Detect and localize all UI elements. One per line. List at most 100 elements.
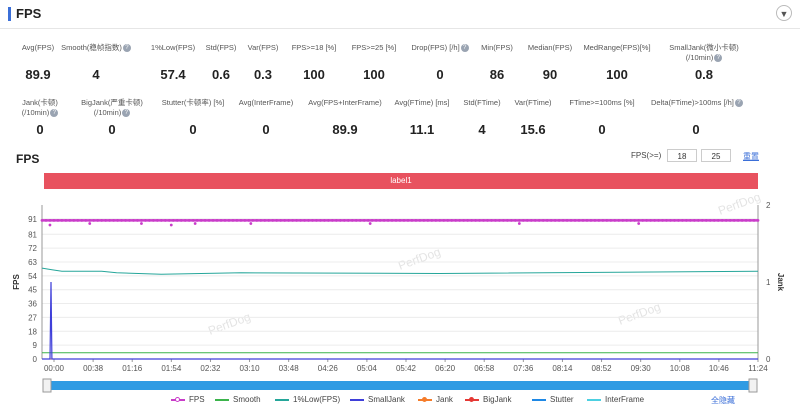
stat-label: Min(FPS)	[481, 43, 513, 52]
row2-stat-2: Stutter(卡顿率) [%] 0	[148, 98, 238, 137]
fps-point	[681, 219, 684, 222]
fps-point	[410, 219, 414, 222]
legend-item-interframe[interactable]: InterFrame	[587, 395, 644, 404]
help-icon[interactable]: ?	[50, 109, 59, 118]
stat-value: 0	[108, 122, 116, 137]
legend-item-stutter[interactable]: Stutter	[532, 395, 574, 404]
fps-point	[506, 219, 509, 222]
fps-point	[728, 219, 732, 222]
legend-item-1-low-fps-[interactable]: 1%Low(FPS)	[275, 395, 340, 404]
legend-swatch	[587, 398, 601, 401]
stat-value: 89.9	[25, 67, 51, 82]
fps-point	[704, 219, 708, 222]
legend-item-fps[interactable]: FPS	[171, 395, 205, 404]
legend-swatch	[532, 398, 546, 401]
fps-point	[334, 219, 338, 222]
stat-label: Avg(FPS)	[21, 43, 55, 52]
row2-stat-0: Jank(卡顿) (/10min)? 0	[0, 98, 85, 137]
stat-label: Avg(FTime) [ms]	[394, 98, 450, 107]
y2-tick-label: 1	[766, 278, 771, 287]
stat-label: FTime>=100ms [%]	[569, 98, 635, 107]
fps-point	[132, 219, 135, 222]
zoom-slider-right-handle[interactable]	[748, 378, 758, 393]
fps-point	[303, 219, 306, 222]
help-icon[interactable]: ?	[734, 99, 743, 108]
row2-stat-6: Std(FTime) 4	[437, 98, 527, 137]
fps-point	[84, 219, 88, 222]
fps-dip-point	[249, 222, 253, 225]
header-divider	[0, 28, 800, 29]
legend-item-jank[interactable]: Jank	[418, 395, 453, 404]
fps-point	[537, 219, 541, 222]
help-icon[interactable]: ?	[122, 44, 131, 53]
fps-point	[219, 219, 223, 222]
reset-link[interactable]: 重置	[743, 152, 759, 161]
row1-stat-10: MedRange(FPS)[%] 100	[572, 43, 662, 82]
y-tick-label: 18	[28, 327, 37, 336]
legend-swatch	[215, 398, 229, 401]
stat-label: FPS>=25 [%]	[351, 43, 397, 52]
fps-point	[48, 219, 52, 222]
legend-item-smooth[interactable]: Smooth	[215, 395, 261, 404]
stat-label: Avg(FPS+InterFrame)	[308, 98, 382, 107]
fps-point	[653, 219, 656, 222]
stat-label: Var(FPS)	[247, 43, 279, 52]
legend-label: 1%Low(FPS)	[293, 395, 341, 404]
row1-stat-0: Avg(FPS) 89.9	[0, 43, 83, 82]
y-tick-label: 0	[33, 355, 38, 364]
help-icon[interactable]: ?	[460, 44, 469, 53]
legend-label: FPS	[189, 395, 205, 404]
legend-label: Jank	[436, 395, 453, 404]
fps-point	[748, 219, 752, 222]
y2-tick-label: 2	[766, 201, 771, 210]
fps-point	[724, 219, 728, 222]
stat-label: Std(FTime)	[463, 98, 501, 107]
x-tick-label: 11:24	[748, 364, 768, 373]
fps-point	[629, 219, 633, 222]
stat-value: 57.4	[160, 67, 186, 82]
legend-item-bigjank[interactable]: BigJank	[465, 395, 511, 404]
help-icon[interactable]: ?	[714, 54, 723, 63]
fps-point	[155, 219, 159, 222]
zoom-slider-left-handle[interactable]	[42, 378, 52, 393]
fps-point	[327, 219, 330, 222]
legend-label: InterFrame	[605, 395, 645, 404]
label-band[interactable]: label1	[44, 173, 758, 189]
fps-chart[interactable]: PerfDogPerfDogPerfDogPerfDog091827364554…	[0, 195, 800, 395]
fps-point	[609, 219, 613, 222]
fps-threshold-input-1[interactable]: 18	[667, 149, 697, 162]
x-tick-label: 03:48	[279, 364, 300, 373]
stat-value: 11.1	[409, 122, 435, 137]
fps-point	[96, 219, 100, 222]
fps-point	[64, 219, 68, 222]
stat-label: Avg(InterFrame)	[238, 98, 294, 107]
y-tick-label: 9	[33, 341, 38, 350]
y-tick-label: 45	[28, 286, 37, 295]
fps-point	[350, 219, 354, 222]
legend-item-smalljank[interactable]: SmallJank	[350, 395, 405, 404]
fps-point	[251, 219, 255, 222]
fps-point	[354, 219, 358, 222]
fps-point	[287, 219, 291, 222]
hide-all-button[interactable]: 全隐藏	[711, 396, 735, 405]
fps-point	[140, 219, 143, 222]
fps-point	[378, 219, 382, 222]
stat-value: 0	[262, 122, 270, 137]
row2-stat-3: Avg(InterFrame) 0	[221, 98, 311, 137]
stat-value: 90	[542, 67, 558, 82]
fps-point	[442, 219, 446, 222]
fps-point	[76, 219, 80, 222]
fps-point	[557, 219, 561, 222]
fps-point	[207, 219, 211, 222]
stat-value: 89.9	[332, 122, 358, 137]
fps-point	[211, 219, 215, 222]
fps-point	[486, 219, 489, 222]
stat-value: 0.6	[211, 67, 231, 82]
fps-threshold-input-2[interactable]: 25	[701, 149, 731, 162]
stat-label: MedRange(FPS)[%]	[583, 43, 651, 52]
fps-dip-point	[169, 223, 173, 227]
chevron-down-icon[interactable]: ▼	[776, 5, 792, 21]
stat-value: 0	[598, 122, 606, 137]
fps-point	[649, 219, 652, 222]
help-icon[interactable]: ?	[122, 109, 131, 118]
